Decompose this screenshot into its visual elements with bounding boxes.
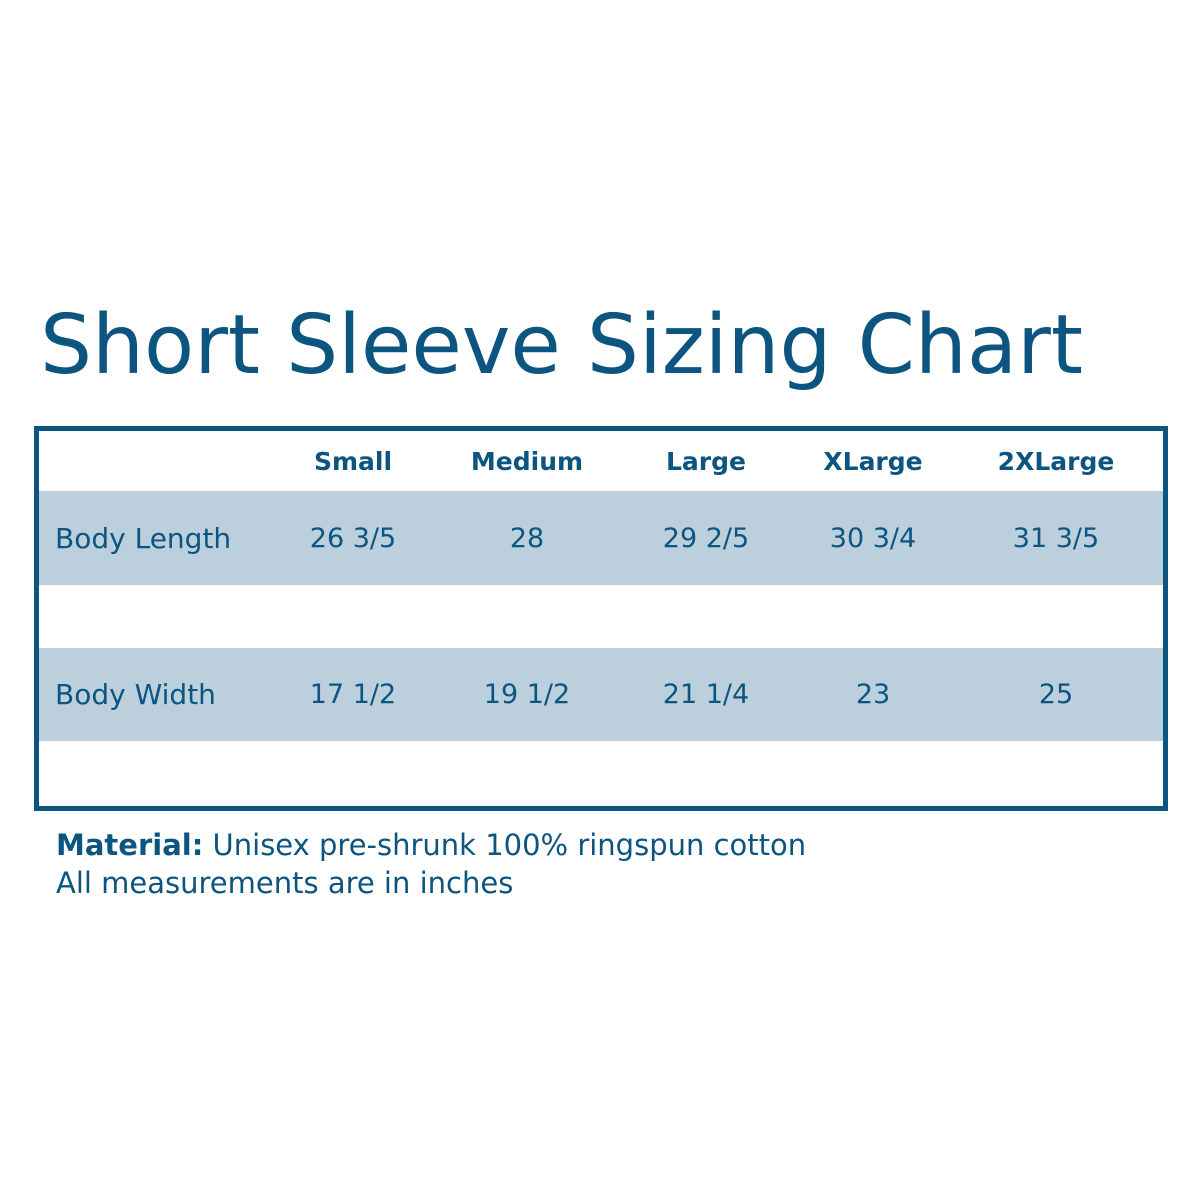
table-cell: 29 2/5 (662, 522, 750, 554)
table-cell: 23 (855, 679, 891, 710)
units-note: All measurements are in inches (56, 866, 514, 900)
table-cell: 19 1/2 (483, 679, 571, 710)
table-cell: 26 3/5 (309, 522, 397, 554)
table-header-row: Small Medium Large XLarge 2XLarge (39, 431, 1163, 491)
table-cell: 21 1/4 (662, 679, 750, 710)
column-header: Large (666, 446, 746, 476)
notes: Material: Unisex pre-shrunk 100% ringspu… (56, 826, 806, 902)
column-header: XLarge (823, 446, 923, 476)
column-header: 2XLarge (997, 446, 1115, 476)
row-label: Body Length (55, 521, 232, 555)
material-label: Material: (56, 828, 204, 862)
table-cell: 25 (1038, 679, 1074, 710)
table-cell: 28 (509, 522, 545, 554)
table-row: Body Length 26 3/5 28 29 2/5 30 3/4 31 3/5 (39, 491, 1163, 585)
sizing-table: Small Medium Large XLarge 2XLarge Body Lengt… (34, 426, 1168, 811)
column-header: Small (313, 446, 393, 476)
table-cell: 31 3/5 (1012, 522, 1100, 554)
column-header: Medium (470, 446, 584, 476)
table-row: Body Width 17 1/2 19 1/2 21 1/4 23 25 (39, 648, 1163, 741)
material-text: Unisex pre-shrunk 100% ringspun cotton (203, 828, 807, 862)
table-cell: 17 1/2 (309, 679, 397, 710)
table-cell: 30 3/4 (829, 522, 917, 554)
material-note: Material: Unisex pre-shrunk 100% ringspu… (56, 826, 806, 864)
page-title: Short Sleeve Sizing Chart (40, 298, 1083, 393)
row-label: Body Width (55, 678, 216, 711)
